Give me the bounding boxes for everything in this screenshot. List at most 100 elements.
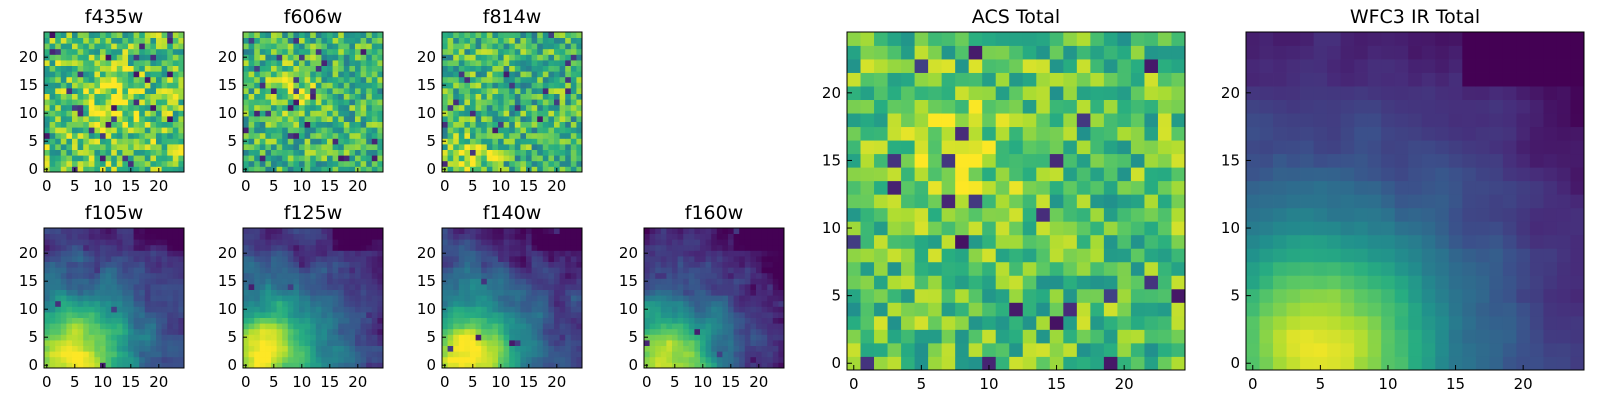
heatmap-cell [767,289,774,296]
heatmap-cell [492,261,499,268]
heatmap-cell [576,76,583,83]
heatmap-cell [995,126,1010,141]
heatmap-cell [49,32,56,38]
heatmap-cell [349,104,356,111]
heatmap-cell [77,166,84,173]
heatmap-cell [248,356,255,363]
heatmap-cell [486,32,493,38]
heatmap-cell [172,323,179,330]
heatmap-cell [1103,315,1118,330]
heatmap-cell [442,256,448,262]
heatmap-cell [744,289,751,296]
heatmap-cell [526,272,532,279]
heatmap-cell [172,166,179,173]
heatmap-cell [338,110,345,117]
heatmap-cell [475,233,482,240]
heatmap-cell [750,356,757,363]
heatmap-cell [343,345,350,352]
heatmap-cell [310,166,317,173]
heatmap-cell [565,60,572,66]
heatmap-cell [660,239,667,246]
heatmap-cell [928,194,943,209]
heatmap-cell [83,272,90,279]
heatmap-cell [60,334,67,341]
heatmap-cell [282,278,289,285]
heatmap-cell [327,138,333,145]
heatmap-cell [542,144,549,150]
heatmap-cell [498,261,504,268]
heatmap-cell [739,261,746,268]
heatmap-cell [453,233,460,240]
heatmap-cell [94,228,101,234]
heatmap-cell [447,289,454,296]
heatmap-cell [1022,302,1037,317]
heatmap-cell [60,138,67,145]
heatmap-cell [60,300,67,307]
heatmap-cell [941,275,956,290]
heatmap-cell [520,340,527,346]
heatmap-cell [688,284,695,290]
heatmap-cell [475,54,482,61]
heatmap-cell [172,116,179,122]
heatmap-cell [360,295,367,302]
heatmap-cell [72,138,78,145]
heatmap-cell [377,93,384,100]
heatmap-cell [711,362,718,369]
heatmap-cell [105,228,112,234]
heatmap-cell [486,60,493,66]
heatmap-cell [366,345,373,352]
heatmap-cell [116,284,123,290]
heatmap-cell [688,323,695,330]
x-tick-label: 15 [320,373,339,391]
heatmap-cell [447,93,454,100]
heatmap-cell [542,76,549,83]
heatmap-cell [722,267,729,274]
heatmap-cell [733,317,740,324]
heatmap-cell [44,32,50,38]
heatmap-cell [248,278,255,285]
heatmap-cell [761,317,768,324]
heatmap-cell [514,144,521,150]
heatmap-cell [355,256,361,262]
heatmap-cell [88,317,95,324]
heatmap-cell [111,116,118,122]
heatmap-cell [60,110,67,117]
heatmap-cell [133,138,140,145]
heatmap-cell [100,295,106,302]
heatmap-cell [156,37,162,44]
heatmap-cell [321,328,328,335]
heatmap-cell [338,82,345,89]
heatmap-cell [700,312,706,318]
heatmap-cell [576,93,583,100]
heatmap-cell [1144,207,1159,222]
heatmap-cell [688,328,695,335]
heatmap-cell [88,76,95,83]
heatmap-cell [711,289,718,296]
heatmap-cell [1063,329,1078,344]
heatmap-cell [559,323,566,330]
heatmap-cell [778,261,785,268]
heatmap-cell [1036,167,1051,182]
heatmap-cell [265,261,272,268]
heatmap-cell [332,54,339,61]
heatmap-cell [60,233,67,240]
heatmap-cell [111,43,118,50]
heatmap-cell [254,323,261,330]
heatmap-cell [548,356,555,363]
heatmap-cell [315,317,322,324]
heatmap-cell [327,76,333,83]
heatmap-cell [72,65,78,72]
heatmap-cell [475,356,482,363]
heatmap-cell [271,239,277,246]
heatmap-cell [941,261,956,276]
heatmap-cell [172,132,179,139]
heatmap-cell [1022,221,1037,236]
heatmap-cell [304,345,311,352]
heatmap-cell [172,340,179,346]
heatmap-cell [156,121,162,128]
heatmap-cell [1009,207,1024,222]
heatmap-cell [537,104,544,111]
heatmap-cell [1117,275,1132,290]
heatmap-cell [100,239,106,246]
heatmap-cell [537,60,544,66]
